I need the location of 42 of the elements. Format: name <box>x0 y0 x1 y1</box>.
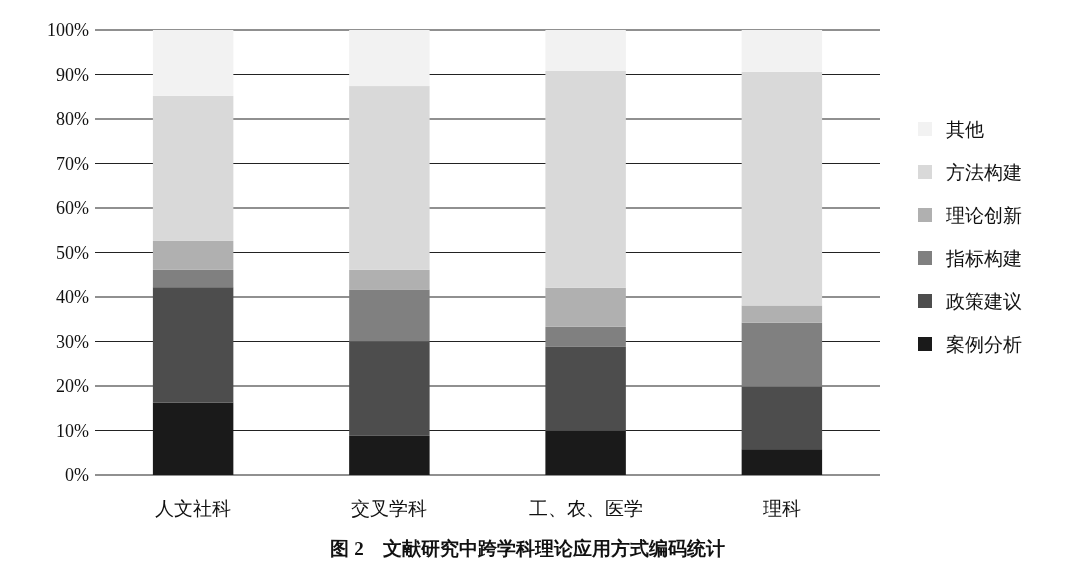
bar <box>152 95 234 241</box>
bar <box>545 346 626 431</box>
y-tick-label: 30% <box>56 331 89 352</box>
bar <box>152 240 234 270</box>
y-tick-label: 10% <box>56 420 89 441</box>
x-tick-label: 人文社科 <box>155 498 232 519</box>
bar <box>545 70 626 288</box>
legend-label: 案例分析 <box>946 334 1022 355</box>
bar <box>349 341 430 436</box>
bar <box>152 287 234 403</box>
bar <box>741 322 823 387</box>
y-tick-label: 50% <box>56 242 89 263</box>
y-tick-label: 20% <box>56 376 89 396</box>
y-tick-label: 80% <box>56 109 89 129</box>
legend-label: 方法构建 <box>946 162 1022 183</box>
bar <box>741 386 823 450</box>
text: 图 2 文献研究中跨学科理论应用方式编码统计 <box>330 538 725 559</box>
bar <box>545 326 626 347</box>
y-tick-label: 100% <box>47 20 89 40</box>
x-tick-label: 工、农、医学 <box>528 498 643 519</box>
bar <box>349 86 430 270</box>
bar <box>545 30 626 71</box>
x-tick-label: 理科 <box>762 498 801 519</box>
legend-label: 指标构建 <box>945 248 1022 269</box>
y-tick-label: 0% <box>65 465 89 485</box>
bar <box>741 305 823 323</box>
bar <box>741 71 823 306</box>
y-tick-label: 70% <box>56 153 89 174</box>
y-tick-label: 90% <box>56 64 89 85</box>
bar <box>349 289 430 342</box>
bar <box>741 30 823 72</box>
legend-label: 其他 <box>946 119 984 140</box>
bar <box>349 30 430 87</box>
x-tick-label: 交叉学科 <box>351 498 428 519</box>
y-tick-label: 60% <box>56 198 89 218</box>
bar <box>545 287 626 327</box>
bar <box>152 269 234 288</box>
bar <box>349 269 430 290</box>
y-tick-label: 40% <box>56 287 89 307</box>
legend-label: 政策建议 <box>946 291 1022 312</box>
bar <box>152 30 234 96</box>
legend-label: 理论创新 <box>946 205 1022 226</box>
